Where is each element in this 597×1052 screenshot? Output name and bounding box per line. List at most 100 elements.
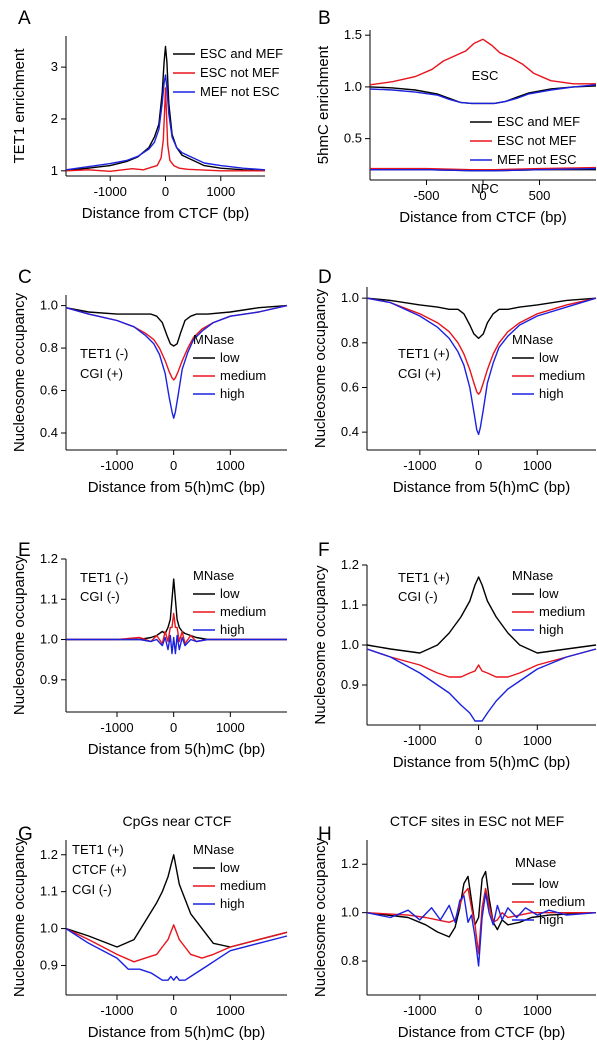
annotation-label: CGI (+) (398, 366, 441, 381)
y-tick-label: 0.6 (40, 383, 58, 398)
series-line-black (366, 297, 597, 340)
panel-b: B -500 0 500 0.5 1.0 1.5 Distance from CTCF (bp… (315, 8, 597, 226)
y-tick-label: 1.0 (344, 79, 362, 94)
y-tick-label: 0.8 (40, 340, 58, 355)
series-line-blue (366, 648, 597, 722)
y-tick-label: 1.0 (341, 290, 359, 305)
series-line-blue (369, 84, 597, 105)
x-tick-label: 1000 (523, 458, 552, 473)
annotation-label: CTCF (+) (72, 862, 127, 877)
annotation-label: CGI (-) (72, 882, 112, 897)
series-line-red (366, 297, 597, 395)
x-tick-label: -1000 (403, 733, 436, 748)
legend-title: MNase (193, 568, 234, 583)
x-tick-label: 0 (170, 458, 177, 473)
x-axis-label: Distance from 5(h)mC (bp) (393, 754, 571, 771)
y-tick-label: 1.2 (341, 557, 359, 572)
y-tick-label: 1.2 (341, 856, 359, 871)
legend-label: medium (220, 368, 266, 383)
y-tick-label: 0.6 (341, 379, 359, 394)
y-tick-label: 0.4 (341, 424, 359, 439)
series-line-blue (65, 304, 288, 419)
y-axis-label: 5hmC enrichment (315, 45, 332, 164)
legend-label: medium (220, 878, 266, 893)
legend-label: high (220, 896, 245, 911)
legend-label: ESC not MEF (200, 65, 280, 80)
x-tick-label: 0 (162, 184, 169, 199)
legend-title: MNase (515, 855, 556, 870)
y-tick-label: 0.9 (40, 957, 58, 972)
x-tick-label: -1000 (403, 1003, 436, 1018)
annotation-label: CGI (-) (398, 589, 438, 604)
panel-letter: C (18, 267, 32, 288)
x-axis-label: Distance from 5(h)mC (bp) (88, 1024, 266, 1041)
x-tick-label: 0 (170, 720, 177, 735)
y-tick-label: 1.0 (40, 921, 58, 936)
y-axis-label: Nucleosome occupancy (11, 292, 28, 452)
x-tick-label: -1000 (100, 720, 133, 735)
x-tick-label: 0 (475, 733, 482, 748)
x-tick-label: 0 (475, 458, 482, 473)
legend-label: high (539, 386, 564, 401)
legend-label: ESC not MEF (497, 133, 577, 148)
x-axis-label: Distance from 5(h)mC (bp) (88, 479, 266, 496)
y-axis-label: Nucleosome occupancy (312, 837, 329, 997)
series-line-black (366, 870, 597, 938)
x-tick-label: 1000 (523, 733, 552, 748)
panel-a: A -1000 0 1000 1 2 3 Distance from CTCF (bp) TET… (11, 8, 283, 222)
annotation-label: ESC (472, 68, 499, 83)
legend-label: medium (539, 604, 585, 619)
legend-label: low (539, 350, 559, 365)
y-tick-label: 0.9 (40, 672, 58, 687)
y-tick-label: 1.2 (40, 551, 58, 566)
x-axis-label: Distance from 5(h)mC (bp) (393, 479, 571, 496)
y-tick-label: 1.1 (40, 884, 58, 899)
x-tick-label: -1000 (403, 458, 436, 473)
legend-label: high (539, 912, 564, 927)
y-axis-label: TET1 enrichment (11, 48, 28, 164)
y-axis-label: Nucleosome occupancy (312, 565, 329, 725)
y-tick-label: 1.0 (40, 632, 58, 647)
series-line-blue (366, 297, 597, 436)
annotation-label: TET1 (+) (72, 842, 124, 857)
panel-f: F -1000 0 1000 0.9 1.0 1.1 1.2 Distance from 5(h… (312, 540, 597, 771)
annotation-label: CGI (-) (80, 589, 120, 604)
chart-title: CTCF sites in ESC not MEF (390, 813, 564, 829)
panel-e: E -1000 0 1000 0.9 1.0 1.1 1.2 Distance from 5(h… (11, 540, 287, 758)
y-tick-label: 0.9 (341, 677, 359, 692)
x-axis-label: Distance from CTCF (bp) (399, 209, 567, 226)
legend-title: MNase (193, 332, 234, 347)
x-tick-label: 1000 (216, 1003, 245, 1018)
series-line-black (65, 304, 288, 347)
panel-letter: A (18, 8, 31, 29)
legend-title: MNase (512, 332, 553, 347)
legend-title: MNase (512, 568, 553, 583)
legend-label: medium (539, 894, 585, 909)
legend-label: high (220, 386, 245, 401)
x-tick-label: 1000 (523, 1003, 552, 1018)
y-tick-label: 1.0 (341, 905, 359, 920)
legend-label: low (220, 350, 240, 365)
legend-label: medium (539, 368, 585, 383)
series-line-blue (366, 892, 597, 967)
y-tick-label: 1.2 (40, 847, 58, 862)
series-line-black (65, 45, 266, 172)
annotation-label: TET1 (+) (398, 570, 450, 585)
series-line-black (66, 578, 287, 641)
y-tick-label: 2 (51, 111, 58, 126)
legend-label: MEF not ESC (497, 152, 576, 167)
x-tick-label: 1000 (216, 458, 245, 473)
y-tick-label: 1.5 (344, 27, 362, 42)
x-axis-label: Distance from 5(h)mC (bp) (88, 741, 266, 758)
y-tick-label: 0.8 (341, 953, 359, 968)
x-tick-label: 1000 (206, 184, 235, 199)
legend-label: ESC and MEF (497, 114, 580, 129)
y-tick-label: 1.1 (341, 597, 359, 612)
legend-label: low (539, 586, 559, 601)
x-tick-label: -1000 (100, 1003, 133, 1018)
x-tick-label: -500 (413, 188, 439, 203)
panel-letter: F (318, 540, 330, 561)
legend-label: MEF not ESC (200, 84, 279, 99)
panel-h: H -1000 0 1000 0.8 1.0 1.2 Distance from CTCF (… (312, 813, 597, 1041)
annotation-label: TET1 (-) (80, 346, 128, 361)
